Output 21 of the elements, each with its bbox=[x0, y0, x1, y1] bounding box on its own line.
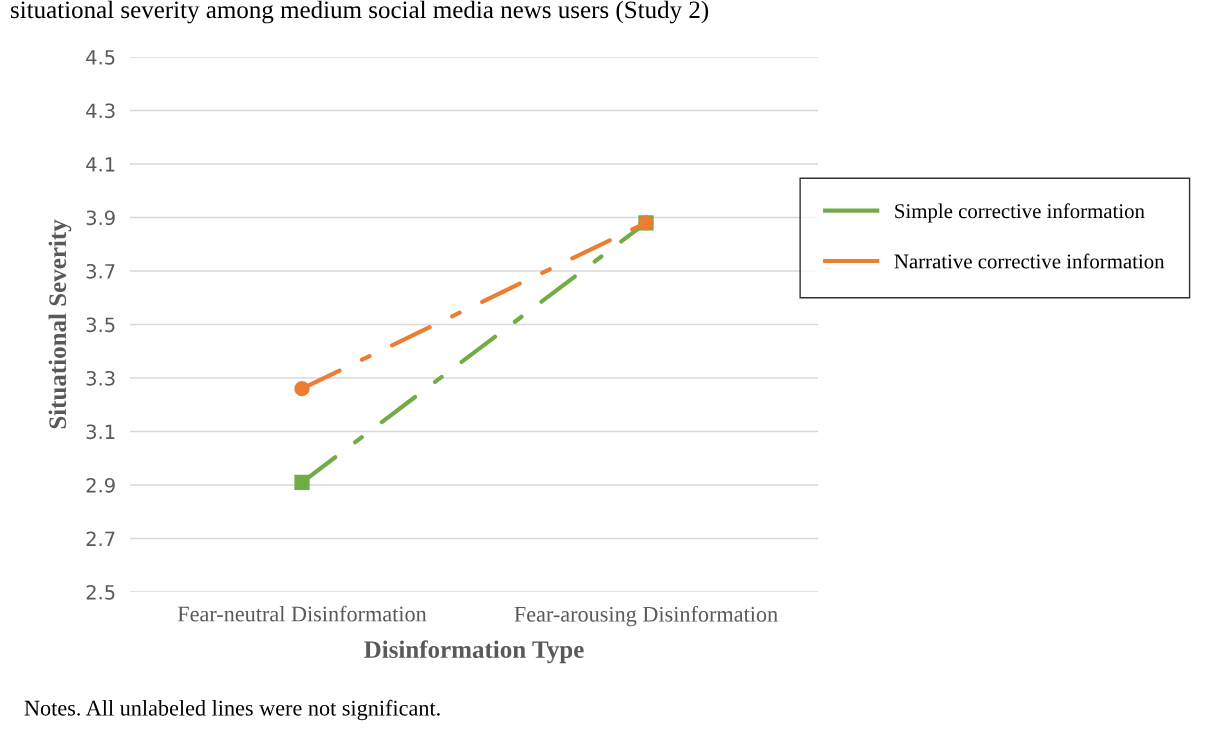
y-tick-label: 3.3 bbox=[86, 370, 115, 386]
y-tick-label: 3.5 bbox=[86, 317, 115, 333]
y-tick-label: 3.1 bbox=[86, 424, 115, 440]
y-tick-label: 3.7 bbox=[86, 263, 115, 279]
y-tick-label: 3.9 bbox=[86, 210, 115, 226]
y-tick-label: 4.5 bbox=[86, 50, 115, 65]
legend-label: Narrative corrective information bbox=[894, 253, 1165, 269]
point bbox=[294, 474, 310, 490]
point bbox=[294, 381, 310, 397]
text: Notes. All unlabeled lines were not significant. bbox=[24, 699, 440, 721]
y-axis-title: Situational Severity bbox=[48, 219, 72, 429]
y-tick-label: 4.3 bbox=[86, 103, 115, 119]
x-axis-title: Disinformation Type bbox=[364, 640, 584, 664]
y-tick-label: 2.9 bbox=[86, 477, 115, 493]
y-tick-label: 4.1 bbox=[86, 157, 115, 172]
y-tick-label: 2.7 bbox=[86, 531, 115, 546]
y-tick-label: 2.5 bbox=[86, 584, 115, 600]
x-tick-label: Fear-arousing Disinformation bbox=[514, 605, 778, 627]
x-tick-label: Fear-neutral Disinformation bbox=[177, 605, 427, 622]
legend-label: Simple corrective information bbox=[895, 203, 1145, 223]
chart-title: situational severity among medium social media news users (Study 2) bbox=[11, 0, 709, 24]
